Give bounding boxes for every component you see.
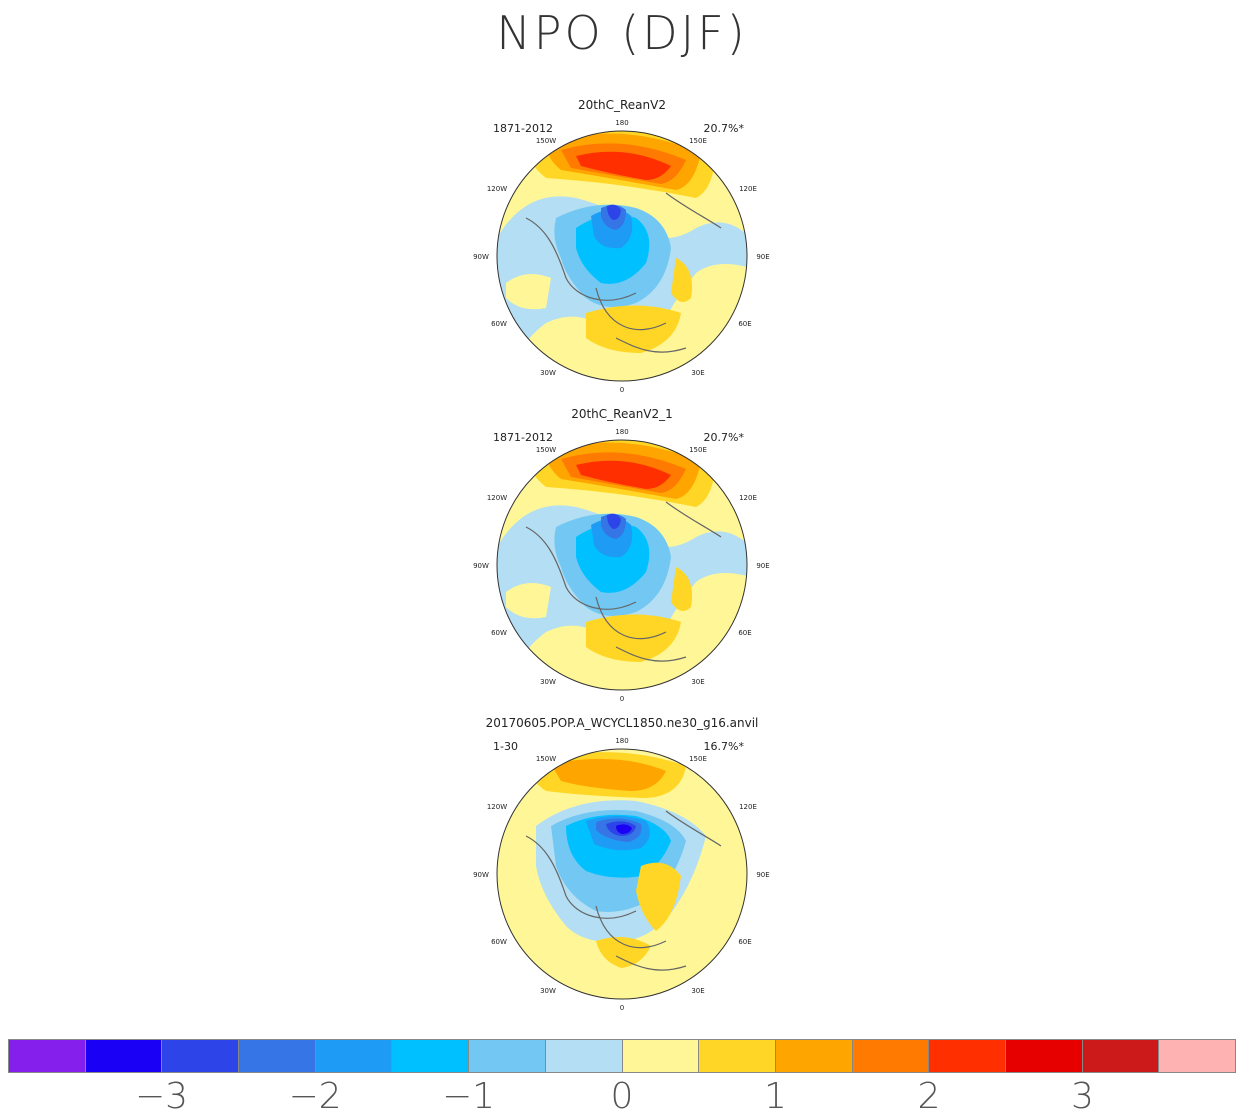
colorbar-label: −1 xyxy=(441,1076,496,1117)
map-panel-2: 20thC_ReanV2_1 1871-2012 20.7%* 180 150E… xyxy=(466,407,778,707)
colorbar-swatch xyxy=(929,1040,1006,1072)
panel-title: 20thC_ReanV2 xyxy=(578,98,666,112)
lon-label: 120W xyxy=(487,494,507,502)
colorbar-swatch xyxy=(699,1040,776,1072)
colorbar-swatch xyxy=(392,1040,470,1072)
lon-label: 30E xyxy=(691,678,704,686)
colorbar-swatch xyxy=(1005,1040,1083,1072)
panel-percent: 16.7%* xyxy=(703,740,744,753)
lon-label: 120E xyxy=(739,185,757,193)
panel-period: 1-30 xyxy=(493,740,518,753)
colorbar-label: 3 xyxy=(1071,1076,1094,1117)
colorbar-label: 1 xyxy=(764,1076,787,1117)
polar-map: 180 150E 120E 90E 60E 30E 0 30W 60W 90W … xyxy=(473,428,770,703)
colorbar-swatch xyxy=(85,1040,163,1072)
colorbar-swatch xyxy=(852,1040,930,1072)
map-panel-1: 20thC_ReanV2 1871-2012 20.7%* 180 150E 1… xyxy=(466,98,778,398)
lon-label: 0 xyxy=(620,1004,624,1012)
colorbar-swatch xyxy=(1082,1040,1160,1072)
colorbar-label: −2 xyxy=(288,1076,342,1117)
lon-label: 30E xyxy=(691,369,704,377)
lon-label: 60W xyxy=(491,938,507,946)
lon-label: 120W xyxy=(487,185,507,193)
lon-label: 120W xyxy=(487,803,507,811)
lon-label: 30W xyxy=(540,987,556,995)
lon-label: 180 xyxy=(615,119,628,127)
lon-label: 30W xyxy=(540,678,556,686)
lon-label: 90W xyxy=(473,253,489,261)
longitude-labels: 180 150E 120E 90E 60E 30E 0 30W 60W 90W … xyxy=(473,119,770,394)
colorbar-swatch xyxy=(315,1040,393,1072)
lon-label: 60W xyxy=(491,629,507,637)
colorbar-swatch xyxy=(1159,1040,1235,1072)
panel-percent: 20.7%* xyxy=(703,122,744,135)
colorbar-swatch xyxy=(545,1040,623,1072)
lon-label: 180 xyxy=(615,428,628,436)
lon-label: 30E xyxy=(691,987,704,995)
lon-label: 90E xyxy=(756,562,769,570)
lon-label: 120E xyxy=(739,803,757,811)
longitude-labels: 180 150E 120E 90E 60E 30E 0 30W 60W 90W … xyxy=(473,737,770,1012)
lon-label: 150E xyxy=(689,446,707,454)
colorbar xyxy=(8,1039,1236,1073)
colorbar-swatch xyxy=(162,1040,240,1072)
colorbar-swatch xyxy=(469,1040,546,1072)
colorbar-label: 0 xyxy=(610,1076,634,1117)
colorbar-swatch xyxy=(622,1040,700,1072)
panel-percent: 20.7%* xyxy=(703,431,744,444)
lon-label: 150W xyxy=(536,446,556,454)
lon-label: 150E xyxy=(689,755,707,763)
lon-label: 0 xyxy=(620,386,624,394)
lon-label: 90W xyxy=(473,562,489,570)
panel-title: 20thC_ReanV2_1 xyxy=(571,407,673,421)
lon-label: 90E xyxy=(756,253,769,261)
colorbar-swatch xyxy=(775,1040,853,1072)
colorbar-label: −3 xyxy=(134,1076,189,1117)
panel-period: 1871-2012 xyxy=(493,431,553,444)
lon-label: 60E xyxy=(738,320,751,328)
lon-label: 150W xyxy=(536,137,556,145)
lon-label: 150E xyxy=(689,137,707,145)
lon-label: 0 xyxy=(620,695,624,703)
lon-label: 60E xyxy=(738,938,751,946)
polar-map: 180 150E 120E 90E 60E 30E 0 30W 60W 90W … xyxy=(473,737,770,1012)
longitude-labels: 180 150E 120E 90E 60E 30E 0 30W 60W 90W … xyxy=(473,428,770,703)
colorbar-swatch xyxy=(239,1040,316,1072)
panel-period: 1871-2012 xyxy=(493,122,553,135)
lon-label: 30W xyxy=(540,369,556,377)
lon-label: 90E xyxy=(756,871,769,879)
lon-label: 60W xyxy=(491,320,507,328)
polar-map: 180 150E 120E 90E 60E 30E 0 30W 60W 90W … xyxy=(473,119,770,394)
page-title: NPO (DJF) xyxy=(496,6,748,60)
panel-title: 20170605.POP.A_WCYCL1850.ne30_g16.anvil xyxy=(485,716,759,730)
lon-label: 120E xyxy=(739,494,757,502)
colorbar-label: 2 xyxy=(917,1076,941,1117)
colorbar-swatch xyxy=(9,1040,86,1072)
lon-label: 90W xyxy=(473,871,489,879)
map-panel-3: 20170605.POP.A_WCYCL1850.ne30_g16.anvil … xyxy=(466,716,778,1016)
lon-label: 180 xyxy=(615,737,628,745)
lon-label: 150W xyxy=(536,755,556,763)
lon-label: 60E xyxy=(738,629,751,637)
